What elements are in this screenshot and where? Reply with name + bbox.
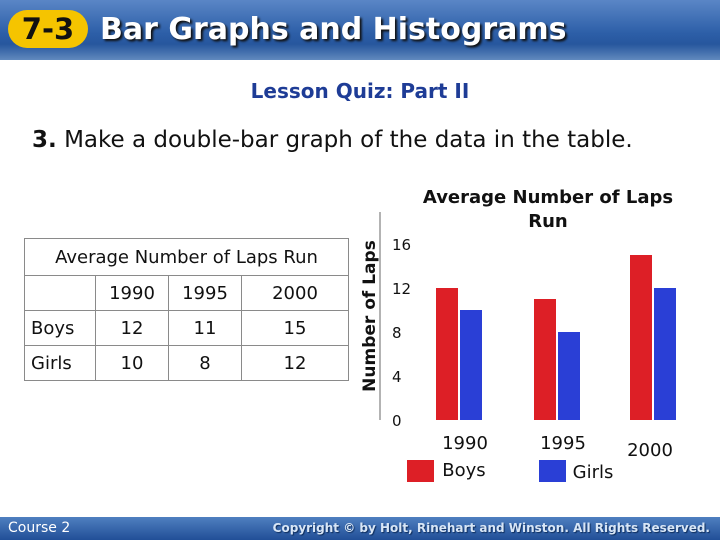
table-cell: 10: [95, 345, 169, 381]
laps-table: Average Number of Laps Run 1990 1995 200…: [24, 238, 349, 381]
y-tick-label: 0: [392, 412, 402, 430]
chart-title-line-1: Average Number of Laps: [423, 187, 673, 208]
lesson-title: Bar Graphs and Histograms: [100, 12, 567, 47]
y-tick-label: 8: [392, 324, 402, 342]
lesson-badge: 7-3: [8, 10, 88, 48]
question-number: 3.: [32, 127, 57, 153]
header-bar: [0, 0, 720, 60]
bar-boys-2000: [630, 255, 652, 420]
footer-bar: [0, 517, 720, 540]
y-tick-label: 12: [392, 280, 411, 298]
legend-label-boys: Boys: [442, 460, 485, 481]
y-tick-label: 4: [392, 368, 402, 386]
table-cell: 11: [168, 310, 242, 346]
question-text: 3. Make a double-bar graph of the data i…: [32, 127, 633, 153]
question-body: Make a double-bar graph of the data in t…: [64, 127, 633, 153]
x-tick-label: 1990: [442, 433, 488, 454]
table-cell: 12: [241, 345, 349, 381]
legend-swatch-girls: [539, 460, 566, 482]
chart-title-line-2: Run: [528, 211, 568, 232]
x-tick-label: 1995: [540, 433, 586, 454]
table-row: Boys 12 11 15: [24, 310, 349, 346]
table-cell: 15: [241, 310, 349, 346]
bar-girls-2000: [654, 288, 676, 420]
bar-boys-1995: [534, 299, 556, 420]
course-label: Course 2: [8, 520, 71, 536]
table-caption: Average Number of Laps Run: [24, 238, 349, 276]
table-col-header: 1990: [95, 275, 169, 311]
table-cell: 12: [95, 310, 169, 346]
table-row-label: Girls: [24, 345, 96, 381]
bar-girls-1990: [460, 310, 482, 420]
table-row-label: Boys: [24, 310, 96, 346]
y-axis-label: Number of Laps: [360, 240, 380, 392]
legend-swatch-boys: [407, 460, 434, 482]
bar-girls-1995: [558, 332, 580, 420]
header-shade: [0, 44, 720, 60]
table-row: Girls 10 8 12: [24, 345, 349, 381]
legend-label-girls: Girls: [573, 462, 614, 483]
table-col-header: 1995: [168, 275, 242, 311]
bar-boys-1990: [436, 288, 458, 420]
y-tick-label: 16: [392, 236, 411, 254]
quiz-subtitle: Lesson Quiz: Part II: [250, 79, 470, 103]
copyright-text: Copyright © by Holt, Rinehart and Winsto…: [272, 521, 710, 535]
x-tick-label: 2000: [627, 440, 673, 461]
